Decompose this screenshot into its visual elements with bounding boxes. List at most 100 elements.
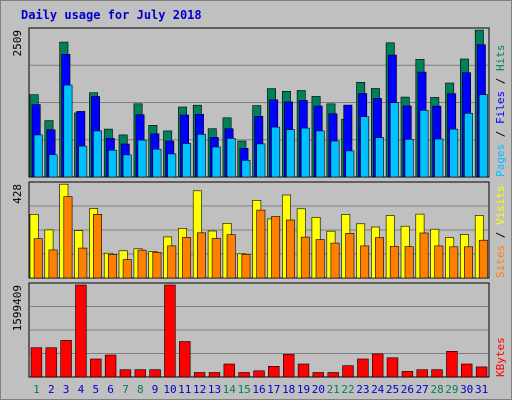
bar-pages-day-25 — [389, 102, 399, 178]
x-tick-label-day-9: 9 — [152, 383, 159, 396]
bar-pages-day-2 — [48, 154, 58, 178]
bar-sites-day-31 — [478, 239, 488, 279]
bar-kbytes-day-18 — [282, 354, 295, 378]
bar-pages-day-23 — [360, 116, 370, 178]
x-tick-label-day-14: 14 — [223, 383, 237, 396]
bar-sites-day-21 — [330, 242, 340, 279]
bar-pages-day-28 — [434, 138, 444, 178]
x-tick-label-day-21: 21 — [327, 383, 340, 396]
bar-pages-day-17 — [271, 126, 281, 178]
bar-kbytes-day-19 — [297, 363, 310, 378]
x-tick-label-day-15: 15 — [238, 383, 251, 396]
chart-title: Daily usage for July 2018 — [21, 8, 202, 22]
bar-pages-day-26 — [404, 139, 414, 178]
bar-sites-day-29 — [449, 246, 459, 279]
bar-sites-day-18 — [285, 219, 295, 279]
bar-sites-day-17 — [271, 216, 281, 279]
bar-pages-day-3 — [63, 84, 73, 178]
bar-sites-day-27 — [419, 232, 429, 279]
legend-label-kbytes: KBytes — [494, 337, 507, 377]
legend-separator: / — [494, 225, 507, 245]
x-tick-label-day-19: 19 — [297, 383, 310, 396]
bar-sites-day-26 — [404, 246, 414, 279]
x-tick-label-day-31: 31 — [475, 383, 488, 396]
bar-pages-day-22 — [345, 150, 355, 178]
bar-kbytes-day-20 — [312, 372, 324, 378]
bar-pages-day-9 — [152, 148, 162, 178]
bar-pages-day-13 — [211, 146, 221, 178]
x-tick-label-day-20: 20 — [312, 383, 325, 396]
x-tick-label-day-17: 17 — [267, 383, 280, 396]
legend-separator: / — [494, 124, 507, 144]
x-tick-label-day-30: 30 — [460, 383, 473, 396]
bar-sites-day-10 — [167, 245, 177, 279]
bar-kbytes-day-4 — [75, 284, 87, 378]
bar-pages-day-16 — [256, 143, 266, 178]
bar-kbytes-day-8 — [134, 369, 146, 378]
bar-kbytes-day-28 — [431, 369, 443, 378]
x-tick-label-day-28: 28 — [430, 383, 443, 396]
bar-pages-day-20 — [315, 130, 325, 178]
bar-pages-day-5 — [93, 130, 103, 178]
y-tick-label-visits-sites: 428 — [11, 184, 24, 204]
bar-pages-day-31 — [478, 94, 488, 178]
bar-pages-day-15 — [241, 160, 251, 178]
bar-kbytes-day-10 — [164, 284, 176, 378]
bar-pages-day-29 — [449, 128, 459, 178]
bar-kbytes-day-14 — [223, 363, 235, 378]
bar-pages-day-30 — [464, 113, 473, 178]
bar-pages-day-7 — [122, 154, 132, 178]
x-tick-label-day-13: 13 — [208, 383, 221, 396]
legend-label-pages: Pages — [494, 144, 507, 177]
x-tick-label-day-8: 8 — [137, 383, 144, 396]
bar-kbytes-day-17 — [268, 365, 280, 378]
bar-sites-day-7 — [122, 259, 132, 279]
bar-pages-day-8 — [137, 139, 147, 178]
x-tick-label-day-12: 12 — [193, 383, 206, 396]
bar-kbytes-day-11 — [179, 341, 191, 378]
bar-kbytes-day-29 — [446, 350, 458, 378]
bar-pages-day-12 — [197, 134, 206, 178]
bar-kbytes-day-26 — [401, 371, 414, 378]
bar-kbytes-day-5 — [90, 358, 102, 378]
bar-kbytes-day-3 — [60, 340, 72, 378]
bar-pages-day-1 — [33, 134, 43, 178]
bar-sites-day-25 — [389, 246, 399, 279]
legend-label-visits: Visits — [494, 185, 507, 225]
x-tick-label-day-22: 22 — [341, 383, 354, 396]
bar-kbytes-day-7 — [119, 369, 132, 378]
x-tick-label-day-1: 1 — [33, 383, 40, 396]
bar-kbytes-day-9 — [149, 369, 161, 378]
bar-pages-day-18 — [285, 129, 295, 178]
x-tick-label-day-2: 2 — [48, 383, 55, 396]
bar-sites-day-12 — [197, 232, 206, 279]
bar-kbytes-day-24 — [371, 353, 384, 378]
bar-pages-day-24 — [375, 137, 384, 178]
bar-sites-day-11 — [182, 237, 192, 279]
x-tick-label-day-3: 3 — [63, 383, 70, 396]
legend-kbytes: KBytes — [494, 337, 507, 377]
legend-separator: / — [494, 71, 507, 91]
bar-sites-day-28 — [434, 245, 444, 279]
bar-kbytes-day-15 — [238, 372, 250, 378]
y-tick-label-kbytes: 1599409 — [11, 285, 24, 331]
bar-sites-day-30 — [464, 246, 473, 279]
x-tick-label-day-16: 16 — [252, 383, 265, 396]
x-tick-label-day-25: 25 — [386, 383, 399, 396]
bar-pages-day-19 — [300, 127, 310, 178]
x-tick-label-day-26: 26 — [401, 383, 414, 396]
bar-pages-day-21 — [330, 140, 340, 178]
x-tick-label-day-29: 29 — [445, 383, 458, 396]
bar-sites-day-24 — [375, 237, 384, 279]
x-tick-label-day-11: 11 — [178, 383, 191, 396]
bar-sites-day-22 — [345, 233, 355, 279]
bar-sites-day-19 — [300, 236, 310, 279]
bar-sites-day-16 — [256, 209, 266, 279]
bar-pages-day-4 — [78, 145, 88, 178]
bar-kbytes-day-27 — [416, 369, 428, 378]
bar-sites-day-2 — [48, 249, 58, 279]
bar-sites-day-9 — [152, 252, 162, 279]
legend-visits-sites: Sites / Visits — [494, 185, 507, 278]
legend-label-files: Files — [494, 91, 507, 124]
